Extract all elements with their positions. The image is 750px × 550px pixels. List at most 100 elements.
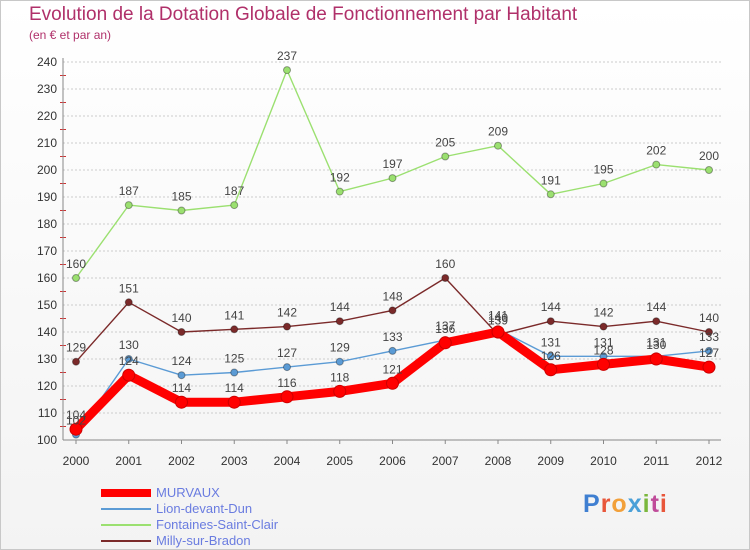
data-label: 116	[277, 376, 296, 390]
data-label: 195	[593, 163, 613, 177]
data-label: 124	[119, 354, 139, 368]
y-tick-label: 230	[37, 82, 57, 96]
data-label: 133	[382, 330, 402, 344]
data-label: 130	[646, 338, 666, 352]
data-point	[177, 371, 186, 380]
data-point	[280, 390, 294, 404]
data-label: 202	[646, 144, 666, 158]
data-label: 127	[699, 346, 719, 360]
data-label: 118	[330, 370, 349, 384]
data-label: 209	[488, 125, 508, 139]
y-tick-label: 170	[37, 244, 57, 258]
data-point	[652, 160, 661, 169]
data-point	[388, 346, 397, 355]
data-label: 151	[119, 281, 139, 295]
data-point	[230, 201, 239, 210]
y-tick-label: 160	[37, 271, 57, 285]
x-tick-label: 2007	[432, 454, 459, 468]
y-tick-label: 190	[37, 190, 57, 204]
data-point	[122, 368, 136, 382]
data-point	[491, 325, 505, 339]
x-tick-label: 2009	[537, 454, 564, 468]
data-point	[124, 201, 133, 210]
data-point	[227, 395, 241, 409]
data-label: 160	[66, 257, 86, 271]
data-label: 237	[277, 49, 297, 63]
data-point	[702, 360, 716, 374]
logo-letter: i	[659, 490, 668, 518]
y-tick-label: 180	[37, 217, 57, 231]
data-point	[546, 190, 555, 199]
data-point	[283, 322, 291, 331]
data-point	[177, 328, 186, 336]
data-label: 140	[171, 311, 191, 325]
legend-label: MURVAUX	[156, 485, 220, 500]
x-tick-label: 2005	[326, 454, 353, 468]
data-label: 205	[435, 136, 455, 150]
legend-label: Milly-sur-Bradon	[156, 533, 251, 548]
data-label: 140	[699, 311, 719, 325]
data-label: 142	[277, 306, 297, 320]
x-tick-label: 2010	[590, 454, 617, 468]
proxiti-logo: Proxiti	[583, 490, 668, 519]
legend-swatch	[101, 524, 151, 526]
data-label: 185	[171, 190, 191, 204]
data-point	[705, 328, 713, 336]
data-point	[230, 368, 239, 377]
data-label: 125	[224, 352, 244, 366]
data-point	[124, 355, 133, 363]
data-point	[333, 384, 347, 398]
legend-swatch	[101, 540, 151, 542]
data-point	[441, 152, 450, 161]
data-label: 129	[330, 341, 350, 355]
logo-letter: i	[642, 490, 651, 518]
data-point	[335, 317, 344, 326]
data-label: 136	[435, 322, 455, 336]
data-label: 191	[541, 173, 561, 187]
y-tick-label: 120	[37, 379, 57, 393]
data-point	[438, 336, 452, 350]
y-tick-label: 210	[37, 136, 57, 150]
data-label: 114	[172, 381, 191, 395]
logo-letter: o	[611, 490, 628, 518]
data-label: 144	[541, 300, 561, 314]
data-point	[175, 395, 188, 409]
data-label: 129	[66, 341, 86, 355]
data-point	[546, 317, 555, 326]
data-label: 131	[541, 335, 561, 349]
legend-swatch	[101, 508, 151, 510]
x-tick-label: 2000	[63, 454, 90, 468]
data-point	[599, 322, 608, 331]
data-point	[705, 346, 713, 355]
data-point	[388, 174, 397, 183]
data-point	[230, 325, 239, 334]
data-point	[597, 357, 610, 371]
data-label: 148	[382, 289, 402, 303]
y-tick-label: 130	[37, 352, 57, 366]
x-tick-label: 2003	[221, 454, 248, 468]
logo-letter: t	[650, 490, 660, 518]
y-tick-label: 220	[37, 109, 57, 123]
data-label: 142	[593, 306, 613, 320]
data-label: 141	[488, 308, 508, 322]
legend-swatch	[101, 489, 151, 497]
chart-subtitle: (en € et par an)	[29, 28, 112, 42]
x-tick-label: 2004	[274, 454, 301, 468]
data-label: 141	[224, 308, 244, 322]
data-label: 127	[277, 346, 297, 360]
data-point	[283, 363, 291, 372]
x-tick-label: 2002	[168, 454, 195, 468]
data-point	[705, 166, 713, 174]
data-point	[335, 357, 344, 366]
logo-letter: r	[600, 490, 612, 518]
data-point	[72, 274, 80, 282]
data-label: 131	[593, 335, 613, 349]
data-point	[124, 298, 133, 307]
data-label: 187	[119, 184, 139, 198]
data-label: 102	[66, 414, 86, 428]
legend-label: Fontaines-Saint-Clair	[156, 517, 279, 532]
x-tick-label: 2012	[696, 454, 723, 468]
data-point	[386, 376, 399, 390]
